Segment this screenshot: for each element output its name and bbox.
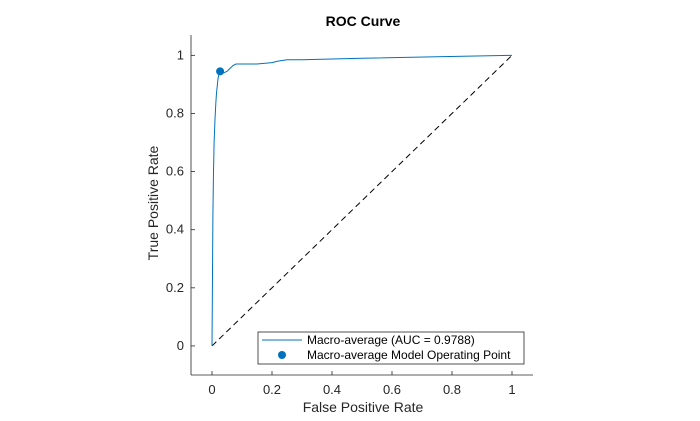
legend: Macro-average (AUC = 0.9788) Macro-avera… bbox=[257, 331, 525, 365]
legend-point-swatch bbox=[278, 351, 286, 359]
x-tick-label: 0.2 bbox=[263, 382, 281, 397]
x-tick-label: 0.8 bbox=[443, 382, 461, 397]
axis-ticks: 0 0.2 0.4 0.6 0.8 1 0 0.2 0.4 0.6 0.8 1 bbox=[166, 47, 516, 397]
x-tick-label: 0.6 bbox=[383, 382, 401, 397]
y-tick-label: 0.8 bbox=[166, 105, 184, 120]
roc-curve-macro-average bbox=[211, 54, 513, 346]
y-tick-label: 0.2 bbox=[166, 280, 184, 295]
x-tick-label: 1 bbox=[508, 382, 515, 397]
chart-title: ROC Curve bbox=[326, 13, 401, 29]
x-tick-label: 0 bbox=[208, 382, 215, 397]
plot-series bbox=[211, 54, 513, 347]
legend-label-macro-average: Macro-average (AUC = 0.9788) bbox=[307, 333, 475, 347]
y-tick-label: 0 bbox=[177, 338, 184, 353]
y-tick-label: 1 bbox=[177, 47, 184, 62]
y-tick-label: 0.4 bbox=[166, 222, 184, 237]
legend-label-operating-point: Macro-average Model Operating Point bbox=[307, 348, 511, 362]
y-tick-label: 0.6 bbox=[166, 164, 184, 179]
y-axis-label: True Positive Rate bbox=[145, 145, 161, 260]
operating-point-marker bbox=[216, 67, 225, 76]
legend-box bbox=[257, 331, 525, 365]
axes bbox=[190, 35, 533, 376]
x-tick-label: 0.4 bbox=[323, 382, 341, 397]
chance-reference-line bbox=[211, 54, 513, 347]
x-axis-label: False Positive Rate bbox=[303, 399, 424, 415]
